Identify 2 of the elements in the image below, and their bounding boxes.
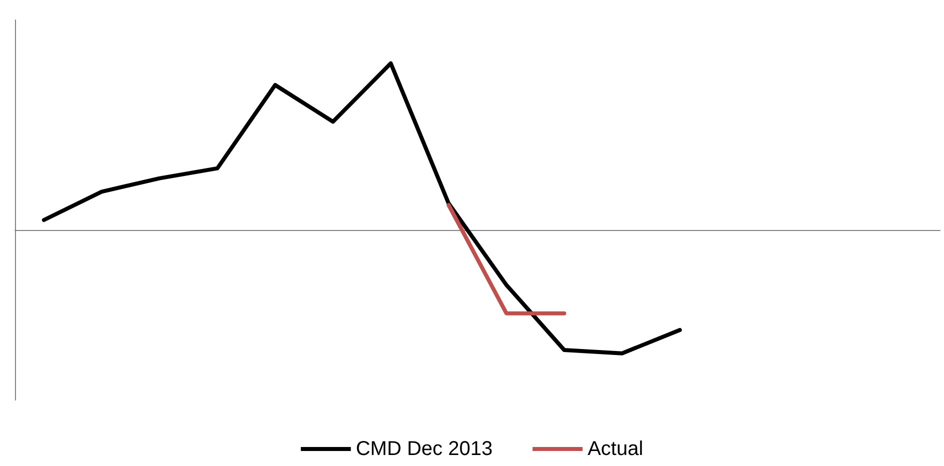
legend-label: CMD Dec 2013: [356, 438, 493, 460]
legend-label: Actual: [588, 438, 644, 460]
